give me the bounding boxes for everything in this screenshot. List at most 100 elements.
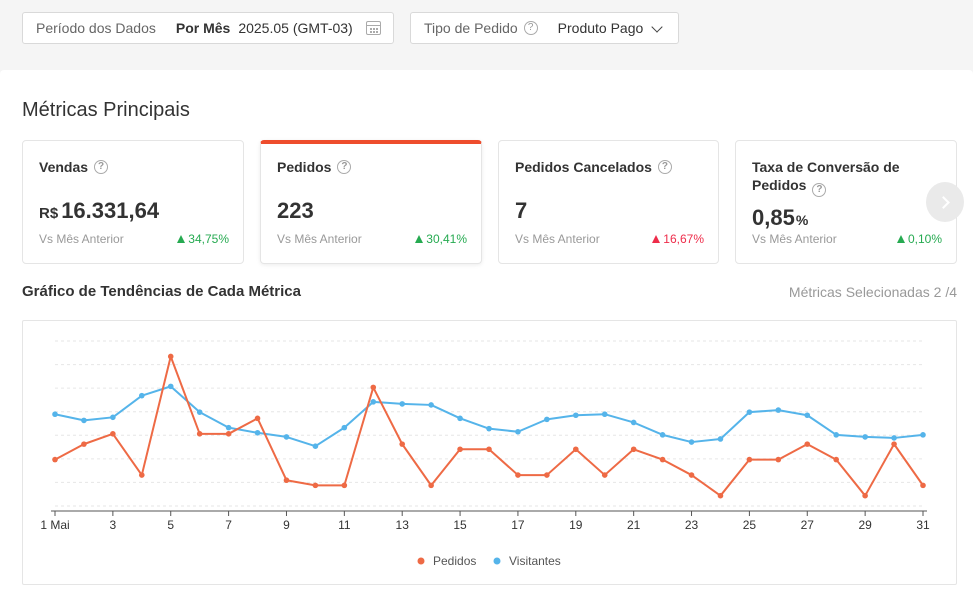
data-point-visitantes	[486, 425, 492, 432]
metric-card-pedidos[interactable]: Pedidos? 223 Vs Mês Anterior 30,41%	[260, 140, 482, 264]
metric-card-vendas[interactable]: Vendas? R$ 16.331,64 Vs Mês Anterior 34,7…	[22, 140, 244, 264]
help-icon[interactable]: ?	[657, 160, 672, 174]
data-point-visitantes	[688, 439, 695, 445]
data-point-pedidos	[283, 477, 290, 484]
x-tick-label: 13	[396, 518, 410, 532]
data-point-visitantes	[775, 407, 782, 413]
data-point-visitantes	[544, 416, 550, 423]
x-tick-label: 17	[511, 518, 525, 532]
data-point-visitantes	[428, 402, 434, 408]
compare-label: Vs Mês Anterior	[752, 232, 837, 246]
data-point-visitantes	[370, 399, 377, 405]
order-type-label: Tipo de Pedido	[424, 20, 518, 36]
filter-bar: Período dos Dados Por Mês 2025.05 (GMT-0…	[0, 0, 973, 56]
data-point-pedidos	[399, 441, 406, 447]
data-point-visitantes	[804, 412, 811, 419]
card-title: Pedidos?	[277, 158, 465, 176]
period-value: 2025.05 (GMT-03)	[238, 20, 353, 36]
x-tick-label: 21	[627, 518, 641, 532]
data-point-pedidos	[601, 472, 608, 478]
data-point-visitantes	[167, 383, 174, 390]
help-icon[interactable]: ?	[812, 183, 827, 197]
legend-label-pedidos: Pedidos	[433, 554, 476, 568]
data-point-pedidos	[630, 446, 637, 453]
period-filter[interactable]: Período dos Dados Por Mês 2025.05 (GMT-0…	[22, 12, 394, 44]
x-tick-label: 19	[569, 518, 583, 532]
data-point-pedidos	[920, 482, 926, 489]
help-icon[interactable]: ?	[94, 160, 109, 174]
x-tick-label: 29	[858, 518, 872, 532]
percent-suffix: %	[795, 212, 809, 228]
card-value: 7	[515, 198, 528, 223]
data-point-visitantes	[515, 428, 521, 435]
delta-badge: 16,67%	[652, 232, 704, 246]
data-point-pedidos	[81, 441, 87, 447]
data-point-pedidos	[573, 446, 579, 453]
data-point-pedidos	[370, 384, 377, 391]
data-point-pedidos	[196, 431, 203, 437]
card-footer: Vs Mês Anterior 34,75%	[39, 232, 229, 246]
metric-card-pedidos-cancelados[interactable]: Pedidos Cancelados? 7 Vs Mês Anterior 16…	[498, 140, 719, 264]
data-point-visitantes	[225, 424, 232, 431]
data-point-pedidos	[341, 482, 348, 489]
trend-chart: 1 Mai 3 5 7 9 11 13 15 17 19 21 23 25 27 29 31 Pedidos Vi…	[22, 320, 957, 585]
help-icon[interactable]: ?	[337, 160, 352, 174]
data-point-pedidos	[457, 446, 463, 453]
card-footer: Vs Mês Anterior 16,67%	[515, 232, 704, 246]
x-tick-label: 25	[743, 518, 757, 532]
x-tick-label: 11	[338, 518, 351, 532]
card-title: Vendas?	[39, 158, 227, 176]
data-point-pedidos	[167, 353, 174, 360]
data-point-pedidos	[746, 456, 753, 463]
card-value: R$ 16.331,64	[39, 198, 160, 223]
legend-label-visitantes: Visitantes	[509, 554, 561, 568]
x-tick-label: 5	[167, 518, 174, 532]
metrics-panel: Métricas Principais Vendas? R$ 16.331,64 …	[0, 70, 973, 601]
calendar-icon[interactable]	[366, 21, 381, 35]
data-point-visitantes	[139, 392, 145, 399]
data-point-pedidos	[659, 456, 666, 463]
triangle-up-icon	[896, 235, 905, 243]
data-point-visitantes	[746, 409, 753, 415]
delta-badge: 34,75%	[177, 232, 229, 246]
next-cards-button[interactable]	[926, 182, 964, 222]
card-value: 0,85%	[752, 205, 809, 230]
data-point-pedidos	[52, 456, 58, 463]
data-point-pedidos	[544, 472, 550, 478]
chevron-right-icon	[936, 195, 950, 209]
card-footer: Vs Mês Anterior 30,41%	[277, 232, 467, 246]
x-tick-label: 31	[916, 518, 930, 532]
triangle-up-icon	[177, 235, 186, 243]
data-point-pedidos	[139, 472, 145, 478]
data-point-pedidos	[225, 431, 232, 437]
data-point-visitantes	[601, 411, 608, 418]
help-icon[interactable]: ?	[523, 21, 538, 35]
data-point-visitantes	[862, 434, 868, 440]
delta-badge: 0,10%	[896, 232, 942, 246]
x-tick-label: 1 Mai	[40, 518, 69, 532]
data-point-visitantes	[457, 415, 463, 422]
data-point-pedidos	[775, 456, 782, 463]
data-point-pedidos	[891, 441, 897, 447]
triangle-up-icon	[652, 235, 661, 243]
data-point-visitantes	[196, 409, 203, 415]
metric-card-taxa-conversao[interactable]: Taxa de Conversão de Pedidos? 0,85% Vs M…	[735, 140, 957, 264]
data-point-pedidos	[486, 446, 492, 453]
data-point-pedidos	[862, 492, 868, 499]
selected-metrics-count[interactable]: Métricas Selecionadas 2 /4	[788, 284, 957, 300]
chevron-down-icon[interactable]	[651, 21, 663, 33]
order-type-value: Produto Pago	[557, 20, 644, 36]
data-point-visitantes	[630, 419, 637, 426]
x-tick-label: 9	[283, 518, 290, 532]
data-point-visitantes	[283, 434, 290, 440]
data-point-visitantes	[312, 443, 319, 449]
data-point-visitantes	[254, 429, 261, 436]
order-type-filter[interactable]: Tipo de Pedido ? Produto Pago	[410, 12, 679, 44]
data-point-pedidos	[254, 415, 261, 422]
data-point-pedidos	[515, 472, 521, 478]
legend-marker-pedidos	[417, 557, 425, 565]
data-point-pedidos	[110, 431, 116, 437]
x-tick-label: 15	[453, 518, 467, 532]
x-tick-label: 7	[225, 518, 232, 532]
legend-marker-visitantes	[493, 557, 501, 565]
